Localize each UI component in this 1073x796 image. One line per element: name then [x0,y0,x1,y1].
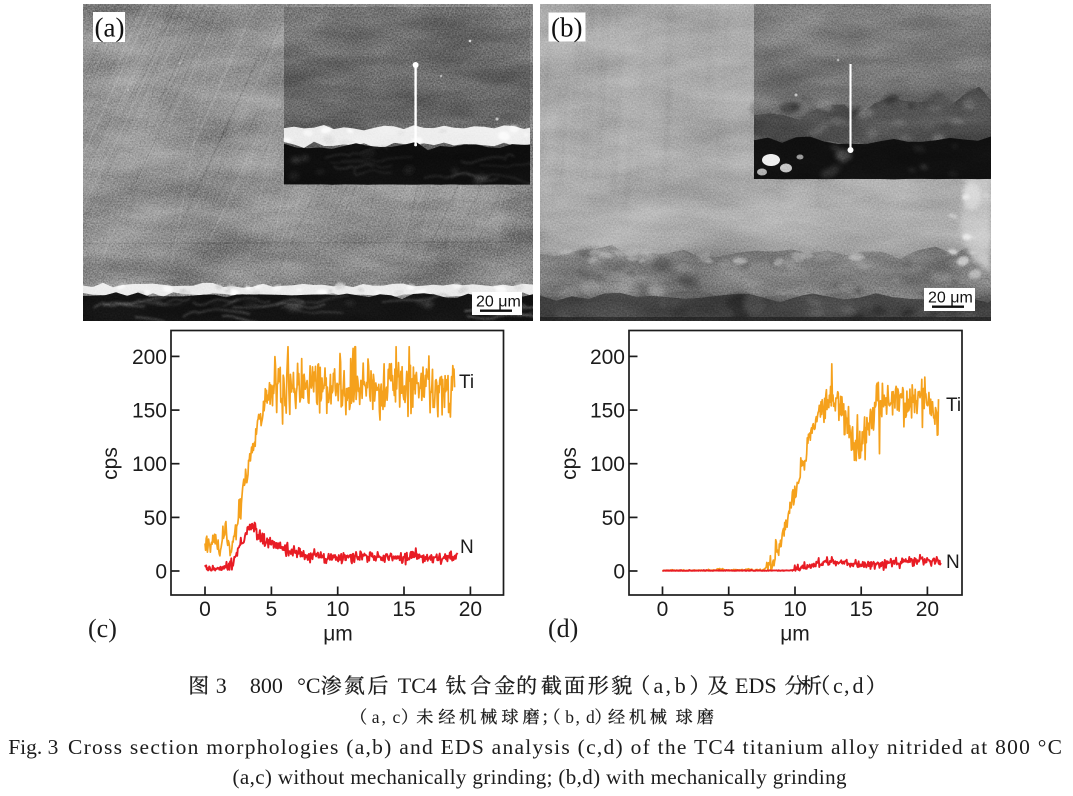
svg-text:TC4: TC4 [398,673,437,698]
svg-text:,: , [382,707,386,727]
svg-text:Ti: Ti [946,395,961,416]
svg-text:°C: °C [297,673,320,698]
svg-text:a: a [372,707,380,727]
svg-text:20 μm: 20 μm [476,294,521,311]
svg-text:μm: μm [323,623,353,646]
svg-text:100: 100 [132,453,167,476]
svg-text:(a): (a) [95,13,125,43]
svg-text:10: 10 [783,598,806,621]
svg-text:150: 150 [132,400,167,423]
svg-text:N: N [946,552,960,573]
svg-text:N: N [460,537,474,558]
svg-text:200: 200 [590,346,625,369]
svg-text:(b): (b) [551,13,582,43]
svg-text:10: 10 [326,598,349,621]
svg-text:5: 5 [723,598,735,621]
svg-text:20 μm: 20 μm [928,290,973,307]
svg-text:Fig. 3: Fig. 3 [8,735,58,759]
svg-text:0: 0 [657,598,669,621]
svg-text:cps: cps [99,447,122,480]
svg-text:50: 50 [144,507,167,530]
svg-text:(d): (d) [548,614,578,643]
svg-text:d: d [853,673,864,698]
svg-text:100: 100 [590,453,625,476]
svg-text:b: b [675,673,686,698]
svg-text:3: 3 [216,673,227,698]
svg-text:μm: μm [780,623,810,646]
svg-text:200: 200 [132,346,167,369]
svg-text:b: b [565,707,574,727]
svg-text:0: 0 [613,561,625,584]
svg-text:15: 15 [850,598,873,621]
svg-text:0: 0 [199,598,211,621]
svg-text:cps: cps [558,447,581,480]
svg-text:20: 20 [916,598,939,621]
svg-text:Cross section morphologies (a,: Cross section morphologies (a,b) and EDS… [68,735,1062,759]
svg-text:20: 20 [459,598,482,621]
svg-text:15: 15 [392,598,415,621]
svg-text:Ti: Ti [459,372,474,393]
svg-text:5: 5 [266,598,278,621]
svg-text:c: c [833,673,843,698]
svg-text:,: , [844,673,850,698]
svg-text:a: a [654,673,664,698]
svg-text:EDS: EDS [735,673,777,698]
svg-text:(a,c) without mechanically gr: (a,c) without mechanically grinding; (b,… [233,765,848,789]
svg-text:50: 50 [602,507,625,530]
svg-text:800: 800 [250,673,283,698]
svg-text:0: 0 [155,561,167,584]
svg-text:(c): (c) [88,614,117,643]
svg-text:,: , [666,673,672,698]
svg-text:c: c [393,707,401,727]
svg-text:d: d [586,707,595,727]
svg-text:,: , [576,707,580,727]
svg-text:150: 150 [590,400,625,423]
